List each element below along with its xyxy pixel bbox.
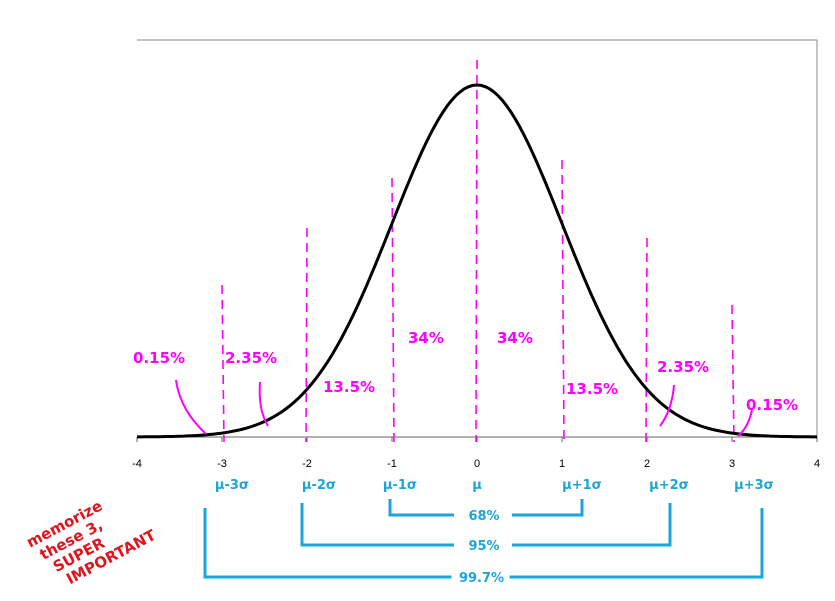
region-pointer — [659, 384, 675, 427]
x-tick-label: 0 — [474, 458, 480, 470]
region-label: 2.35% — [225, 349, 277, 367]
sigma-line — [221, 284, 225, 443]
region-label: 34% — [497, 329, 533, 347]
region-label: 13.5% — [323, 378, 375, 396]
sigma-label: μ+3σ — [734, 478, 774, 493]
x-tick-label: 2 — [644, 458, 650, 470]
x-tick-label: -3 — [217, 458, 227, 470]
sigma-line — [731, 304, 735, 443]
x-tick-label: -1 — [387, 458, 397, 470]
sigma-label: μ-3σ — [215, 478, 249, 493]
range-label: 95% — [468, 539, 499, 554]
note: memorizethese 3,SUPERIMPORTANT — [23, 481, 159, 597]
range-bracket — [203, 508, 764, 579]
range-bracket — [388, 499, 584, 517]
sigma-label: μ+1σ — [562, 478, 602, 493]
x-tick-label: 1 — [559, 458, 565, 470]
region-label: 0.15% — [746, 396, 798, 414]
x-tick-label: -4 — [132, 458, 142, 470]
sigma-label: μ-2σ — [302, 478, 336, 493]
range-label: 99.7% — [459, 571, 504, 586]
plot-frame — [137, 39, 818, 437]
normal-curve — [137, 83, 817, 439]
x-tick-label: 3 — [729, 458, 735, 470]
sigma-label: μ — [472, 478, 482, 493]
x-tick-label: -2 — [302, 458, 312, 470]
region-pointer — [737, 409, 753, 437]
x-tick-label: 4 — [814, 458, 820, 470]
range-label: 68% — [468, 509, 499, 524]
region-label: 34% — [408, 329, 444, 347]
range-bracket — [300, 503, 672, 547]
sigma-label: μ-1σ — [383, 478, 417, 493]
region-label: 13.5% — [566, 380, 618, 398]
sigma-line — [305, 227, 308, 443]
region-pointer — [258, 381, 269, 427]
region-label: 0.15% — [133, 349, 185, 367]
note-text: memorizethese 3,SUPERIMPORTANT — [23, 481, 159, 597]
sigma-line — [645, 237, 648, 443]
region-pointer — [175, 379, 207, 435]
sigma-line — [475, 59, 478, 443]
sigma-line — [561, 159, 565, 443]
region-label: 2.35% — [657, 358, 709, 376]
sigma-label: μ+2σ — [649, 478, 689, 493]
